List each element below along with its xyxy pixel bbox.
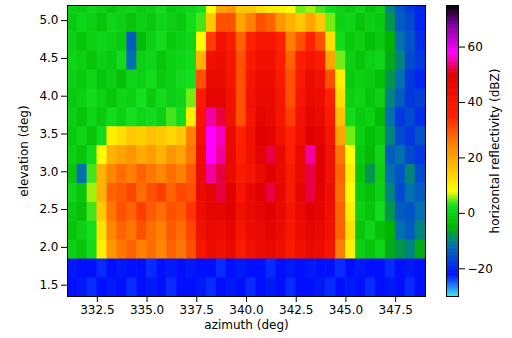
svg-text:332.5: 332.5 [80, 303, 114, 317]
svg-text:4.5: 4.5 [39, 51, 58, 65]
svg-text:40: 40 [468, 95, 483, 109]
svg-text:337.5: 337.5 [180, 303, 214, 317]
svg-text:335.0: 335.0 [130, 303, 164, 317]
svg-text:3.5: 3.5 [39, 127, 58, 141]
svg-text:347.5: 347.5 [378, 303, 412, 317]
svg-text:340.0: 340.0 [229, 303, 263, 317]
svg-text:elevation (deg): elevation (deg) [17, 105, 31, 196]
svg-text:−20: −20 [468, 262, 493, 276]
svg-text:60: 60 [468, 40, 483, 54]
svg-text:2.5: 2.5 [39, 202, 58, 216]
svg-text:5.0: 5.0 [39, 13, 58, 27]
svg-text:horizontal reflectivity (dBZ): horizontal reflectivity (dBZ) [488, 69, 502, 234]
svg-text:345.0: 345.0 [329, 303, 363, 317]
svg-text:4.0: 4.0 [39, 89, 58, 103]
svg-text:342.5: 342.5 [279, 303, 313, 317]
svg-text:1.5: 1.5 [39, 278, 58, 292]
svg-text:0: 0 [468, 206, 476, 220]
svg-text:azimuth (deg): azimuth (deg) [204, 318, 288, 332]
svg-text:20: 20 [468, 151, 483, 165]
svg-text:2.0: 2.0 [39, 240, 58, 254]
svg-text:3.0: 3.0 [39, 165, 58, 179]
